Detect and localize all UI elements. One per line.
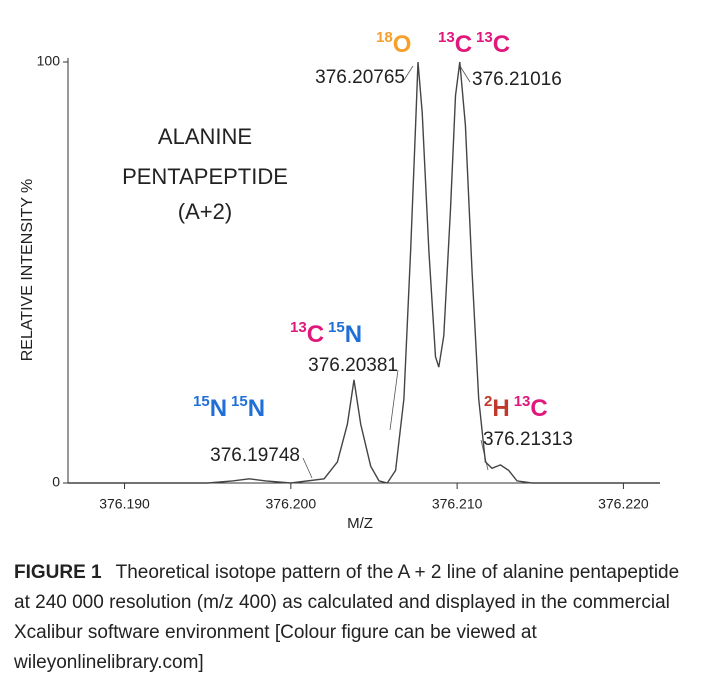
isotope-label: 13C 13C [438, 29, 510, 58]
x-tick-label: 376.190 [99, 496, 150, 512]
y-tick-label: 100 [37, 53, 61, 69]
isotope-mass-number: 15 [193, 393, 210, 410]
element-symbol: H [492, 395, 509, 422]
isotope-mass-number: 2 [484, 393, 492, 410]
y-axis-label: RELATIVE INTENSITY % [19, 179, 36, 362]
isotope-mass-number: 13 [290, 319, 307, 336]
leader-lines [302, 65, 489, 479]
spectrum-line [68, 61, 660, 484]
caption-text: Theoretical isotope pattern of the A + 2… [14, 562, 680, 673]
isotope-label: 2H 13C [484, 393, 548, 422]
element-symbol: C [530, 395, 547, 422]
element-symbol: N [248, 395, 265, 422]
isotope-mass-number: 15 [231, 393, 248, 410]
x-tick-label: 376.200 [266, 496, 317, 512]
element-symbol: C [455, 31, 472, 58]
x-tick-label: 376.210 [432, 496, 483, 512]
chart: M/Z RELATIVE INTENSITY % 0 100 376.190 376.… [19, 29, 660, 532]
element-symbol: C [493, 31, 510, 58]
chart-annotation: (A+2) [178, 199, 232, 224]
chart-annotation: ALANINE [158, 124, 252, 149]
mass-label: 376.19748 [210, 445, 300, 466]
element-symbol: N [210, 395, 227, 422]
x-tick-label: 376.220 [598, 496, 649, 512]
mass-label: 376.21313 [483, 429, 573, 450]
isotope-mass-number: 13 [476, 29, 493, 46]
chart-annotation: PENTAPEPTIDE [122, 164, 288, 189]
y-tick-label: 0 [52, 474, 60, 490]
element-symbol: O [393, 31, 412, 58]
element-symbol: N [345, 321, 362, 348]
isotope-mass-number: 18 [376, 29, 393, 46]
isotope-label: 13C 15N [290, 319, 362, 348]
x-axis-label: M/Z [347, 515, 373, 532]
isotope-mass-number: 13 [514, 393, 531, 410]
mass-label: 376.20381 [308, 355, 398, 376]
isotope-mass-number: 13 [438, 29, 455, 46]
caption-label: FIGURE 1 [14, 562, 102, 583]
caption: FIGURE 1 Theoretical isotope pattern of t… [14, 558, 686, 678]
mass-label: 376.20765 [315, 67, 405, 88]
isotope-label: 15N 15N [193, 393, 265, 422]
isotope-label: 18O [376, 29, 411, 58]
mass-label: 376.21016 [472, 69, 562, 90]
element-symbol: C [307, 321, 324, 348]
isotope-mass-number: 15 [328, 319, 345, 336]
